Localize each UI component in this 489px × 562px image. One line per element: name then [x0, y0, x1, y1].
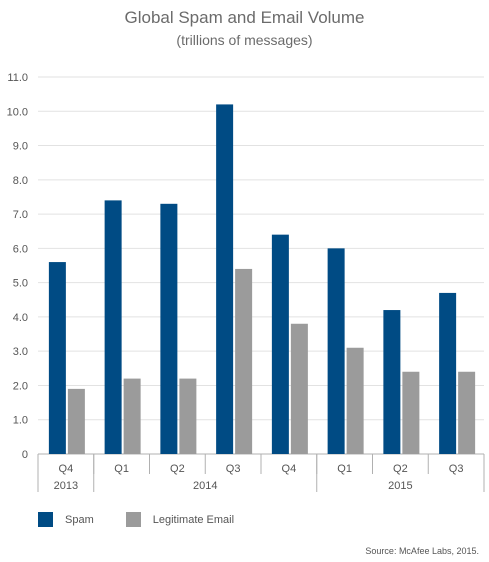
legend-item-legitimate-email: Legitimate Email: [125, 512, 235, 527]
bar-spam: [327, 248, 345, 454]
y-tick-label: 8.0: [13, 175, 28, 187]
bar-spam: [271, 234, 289, 454]
x-tick-label: Q4: [282, 463, 297, 475]
legend-item-spam: Spam: [38, 512, 94, 527]
y-tick-label: 5.0: [13, 278, 28, 290]
x-tick-label: Q4: [59, 463, 74, 475]
bar-spam: [160, 203, 178, 454]
chart-title: Global Spam and Email Volume: [124, 8, 365, 27]
y-tick-label: 6.0: [13, 243, 28, 255]
y-tick-label: 4.0: [13, 312, 28, 324]
x-tick-label: Q2: [170, 463, 185, 475]
source-note: Source: McAfee Labs, 2015.: [365, 546, 479, 556]
bar-spam: [216, 104, 234, 454]
x-tick-label: Q3: [226, 463, 241, 475]
chart-legend: Spam Legitimate Email: [38, 512, 266, 527]
y-tick-label: 7.0: [13, 209, 28, 221]
x-group-label: 2013: [54, 480, 78, 492]
y-tick-label: 1.0: [13, 415, 28, 427]
bar-legitimate-email: [458, 371, 476, 454]
x-tick-label: Q1: [337, 463, 352, 475]
legend-label-legitimate-email: Legitimate Email: [152, 513, 235, 526]
legend-label-spam: Spam: [65, 513, 94, 526]
bar-legitimate-email: [123, 378, 141, 454]
bar-spam: [48, 262, 66, 454]
y-tick-label: 9.0: [13, 141, 28, 153]
y-tick-label: 3.0: [13, 346, 28, 358]
bar-chart: 0 1.0 2.0 3.0 4.0 5.0 6.0 7.0 8.0 9.0 10.0 11.0 Q4 Q1…: [7, 72, 485, 492]
y-tick-label: 0: [22, 449, 28, 461]
bar-legitimate-email: [290, 323, 308, 454]
x-tick-label: Q2: [393, 463, 408, 475]
x-tick-label: Q1: [114, 463, 129, 475]
y-tick-label: 10.0: [7, 106, 28, 118]
bar-legitimate-email: [235, 268, 253, 454]
legend-swatch-legitimate-email: [125, 512, 141, 527]
legend-swatch-spam: [38, 512, 53, 527]
y-tick-label: 2.0: [13, 380, 28, 392]
bar-legitimate-email: [67, 388, 85, 454]
bar-legitimate-email: [402, 371, 420, 454]
x-tick-label: Q3: [449, 463, 464, 475]
bar-spam: [439, 292, 457, 454]
x-group-label: 2014: [193, 480, 217, 492]
chart-subtitle: (trillions of messages): [176, 32, 313, 48]
x-group-label: 2015: [388, 480, 412, 492]
y-tick-label: 11.0: [7, 72, 28, 84]
bar-legitimate-email: [179, 378, 197, 454]
bar-legitimate-email: [346, 347, 364, 454]
bar-spam: [104, 200, 122, 454]
bar-spam: [383, 310, 401, 454]
